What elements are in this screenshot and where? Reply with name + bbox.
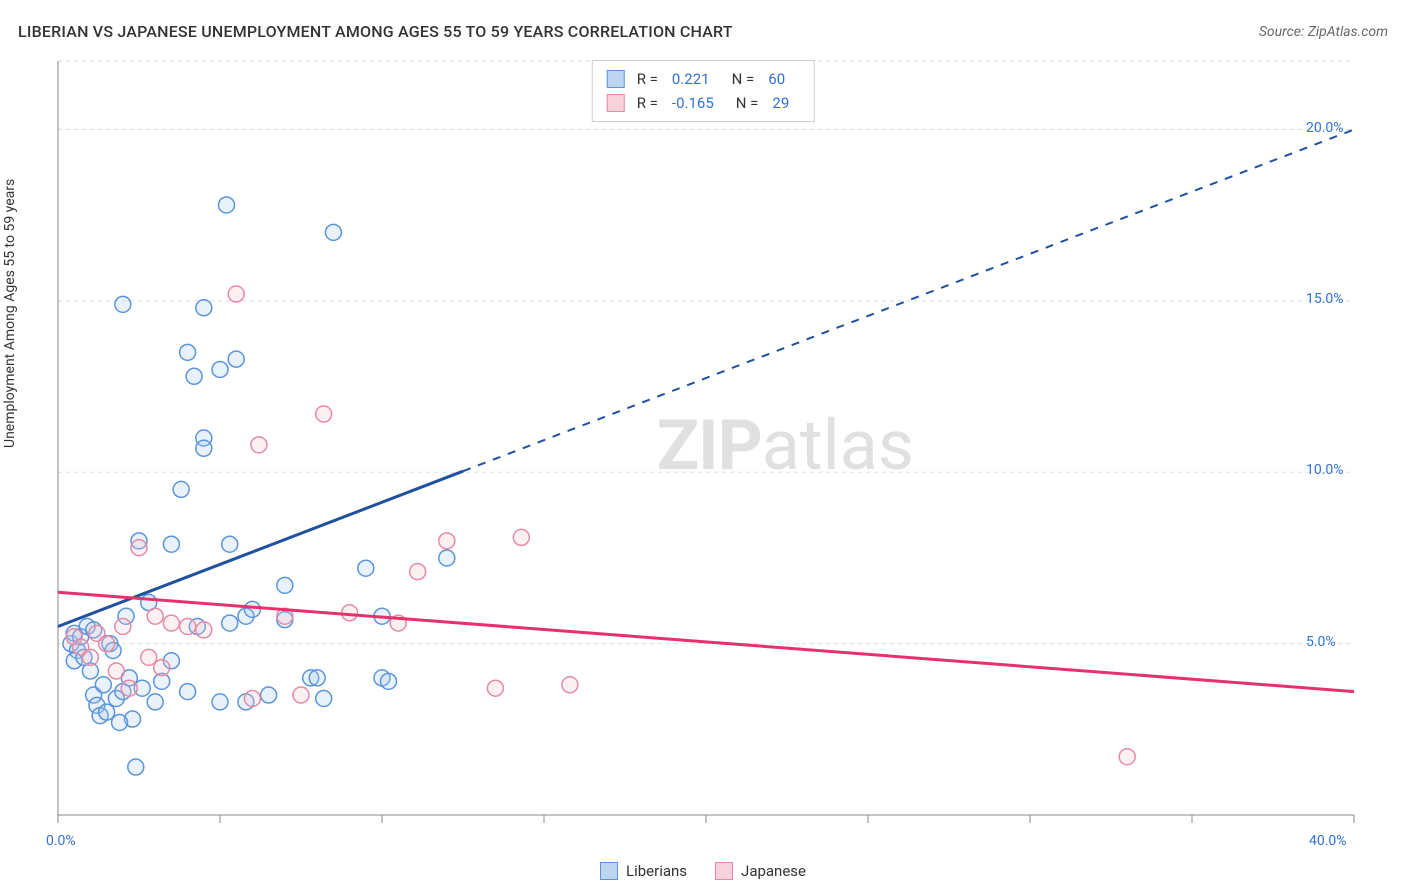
scatter-plot bbox=[54, 55, 1388, 825]
series-legend-item: Liberians bbox=[600, 862, 687, 880]
legend-swatch bbox=[607, 70, 625, 88]
r-value: -0.165 bbox=[672, 91, 714, 115]
n-label: N = bbox=[736, 91, 759, 115]
axis-tick-label: 0.0% bbox=[46, 833, 76, 849]
r-label: R = bbox=[637, 91, 658, 115]
axis-tick-label: 20.0% bbox=[1306, 120, 1344, 136]
y-axis-label: Unemployment Among Ages 55 to 59 years bbox=[2, 179, 18, 448]
n-value: 29 bbox=[772, 91, 789, 115]
legend-swatch bbox=[607, 94, 625, 112]
legend-swatch bbox=[715, 862, 733, 880]
series-legend: Liberians Japanese bbox=[600, 862, 806, 880]
axis-tick-label: 5.0% bbox=[1306, 634, 1336, 650]
axis-tick-label: 15.0% bbox=[1306, 291, 1344, 307]
n-label: N = bbox=[732, 67, 755, 91]
n-value: 60 bbox=[768, 67, 785, 91]
chart-title: LIBERIAN VS JAPANESE UNEMPLOYMENT AMONG … bbox=[18, 22, 733, 41]
stats-legend: R = 0.221 N = 60 R = -0.165 N = 29 bbox=[592, 60, 815, 122]
legend-swatch bbox=[600, 862, 618, 880]
series-legend-item: Japanese bbox=[715, 862, 806, 880]
series-label: Japanese bbox=[741, 862, 806, 880]
source-credit: Source: ZipAtlas.com bbox=[1259, 24, 1388, 40]
series-label: Liberians bbox=[626, 862, 687, 880]
stats-legend-row: R = -0.165 N = 29 bbox=[607, 91, 800, 115]
r-value: 0.221 bbox=[672, 67, 710, 91]
r-label: R = bbox=[637, 67, 658, 91]
axis-tick-label: 10.0% bbox=[1306, 462, 1344, 478]
axis-tick-label: 40.0% bbox=[1309, 833, 1347, 849]
stats-legend-row: R = 0.221 N = 60 bbox=[607, 67, 800, 91]
